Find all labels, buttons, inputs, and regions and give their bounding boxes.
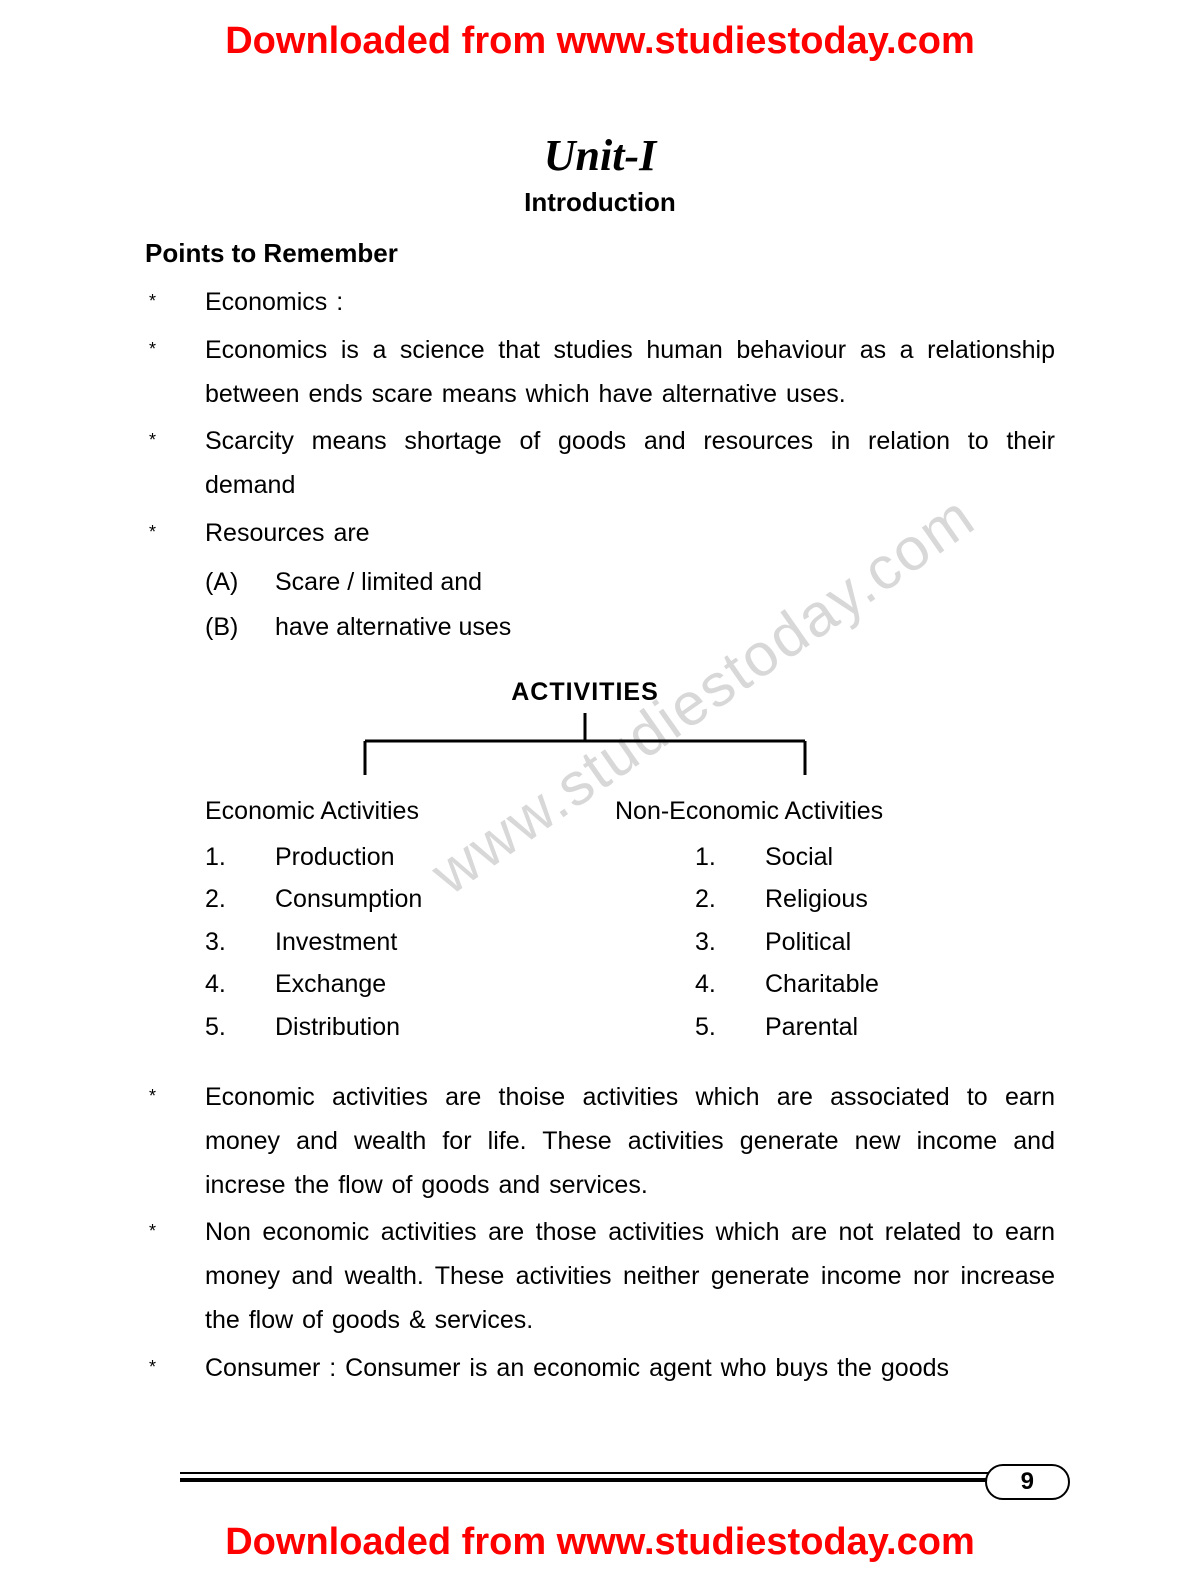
sub-label: (B) bbox=[205, 605, 275, 650]
list-item: 1.Production bbox=[205, 836, 555, 879]
sub-text: Scare / limited and bbox=[275, 560, 482, 605]
bullet-item: * Non economic activities are those acti… bbox=[145, 1211, 1055, 1342]
activities-title: ACTIVITIES bbox=[205, 678, 965, 707]
footer-rule-icon bbox=[180, 1470, 1030, 1484]
bullet-mark: * bbox=[145, 1211, 205, 1342]
bullet-text: Economic activities are thoise activitie… bbox=[205, 1076, 1055, 1207]
bullet-item: * Economics : bbox=[145, 281, 1055, 325]
item-text: Exchange bbox=[275, 963, 386, 1006]
item-text: Religious bbox=[765, 878, 868, 921]
list-item: 1.Social bbox=[615, 836, 965, 879]
item-text: Consumption bbox=[275, 878, 422, 921]
bullet-item: * Resources are bbox=[145, 512, 1055, 556]
item-text: Charitable bbox=[765, 963, 879, 1006]
sub-item: (B) have alternative uses bbox=[205, 605, 1055, 650]
list-item: 5.Parental bbox=[615, 1006, 965, 1049]
bullet-mark: * bbox=[145, 512, 205, 556]
item-text: Social bbox=[765, 836, 833, 879]
section-heading: Points to Remember bbox=[145, 238, 1055, 269]
list-item: 4.Charitable bbox=[615, 963, 965, 1006]
bullet-text: Economics is a science that studies huma… bbox=[205, 329, 1055, 417]
economic-activities-col: Economic Activities 1.Production 2.Consu… bbox=[205, 797, 555, 1049]
page-content: Unit-I Introduction Points to Remember *… bbox=[145, 100, 1055, 1394]
activities-diagram: ACTIVITIES Economic Activities 1.Product… bbox=[205, 678, 965, 1049]
list-item: 2.Consumption bbox=[205, 878, 555, 921]
bullet-item: * Consumer : Consumer is an economic age… bbox=[145, 1347, 1055, 1391]
activities-columns: Economic Activities 1.Production 2.Consu… bbox=[205, 797, 965, 1049]
sub-item: (A) Scare / limited and bbox=[205, 560, 1055, 605]
page-number: 9 bbox=[985, 1464, 1070, 1500]
bullet-item: * Scarcity means shortage of goods and r… bbox=[145, 420, 1055, 508]
bullet-text: Consumer : Consumer is an economic agent… bbox=[205, 1347, 1055, 1391]
item-text: Political bbox=[765, 921, 851, 964]
list-item: 5.Distribution bbox=[205, 1006, 555, 1049]
item-text: Distribution bbox=[275, 1006, 400, 1049]
bullet-mark: * bbox=[145, 1076, 205, 1207]
bullet-item: * Economics is a science that studies hu… bbox=[145, 329, 1055, 417]
tree-connector-icon bbox=[305, 713, 865, 783]
bullet-item: * Economic activities are thoise activit… bbox=[145, 1076, 1055, 1207]
bullet-mark: * bbox=[145, 420, 205, 508]
header-banner: Downloaded from www.studiestoday.com bbox=[0, 20, 1200, 63]
bullet-text: Scarcity means shortage of goods and res… bbox=[205, 420, 1055, 508]
item-text: Parental bbox=[765, 1006, 858, 1049]
bullet-text: Non economic activities are those activi… bbox=[205, 1211, 1055, 1342]
list-item: 2.Religious bbox=[615, 878, 965, 921]
bullet-mark: * bbox=[145, 281, 205, 325]
list-item: 3.Political bbox=[615, 921, 965, 964]
col-heading: Economic Activities bbox=[205, 797, 555, 826]
unit-title: Unit-I bbox=[145, 130, 1055, 181]
subtitle: Introduction bbox=[145, 187, 1055, 218]
footer-banner: Downloaded from www.studiestoday.com bbox=[0, 1521, 1200, 1564]
bullet-text: Economics : bbox=[205, 281, 1055, 325]
item-text: Investment bbox=[275, 921, 397, 964]
bullet-mark: * bbox=[145, 329, 205, 417]
bullet-mark: * bbox=[145, 1347, 205, 1391]
sub-label: (A) bbox=[205, 560, 275, 605]
non-economic-activities-col: Non-Economic Activities 1.Social 2.Relig… bbox=[615, 797, 965, 1049]
bullet-text: Resources are bbox=[205, 512, 1055, 556]
list-item: 3.Investment bbox=[205, 921, 555, 964]
item-text: Production bbox=[275, 836, 395, 879]
sub-text: have alternative uses bbox=[275, 605, 511, 650]
list-item: 4.Exchange bbox=[205, 963, 555, 1006]
col-heading: Non-Economic Activities bbox=[615, 797, 965, 826]
